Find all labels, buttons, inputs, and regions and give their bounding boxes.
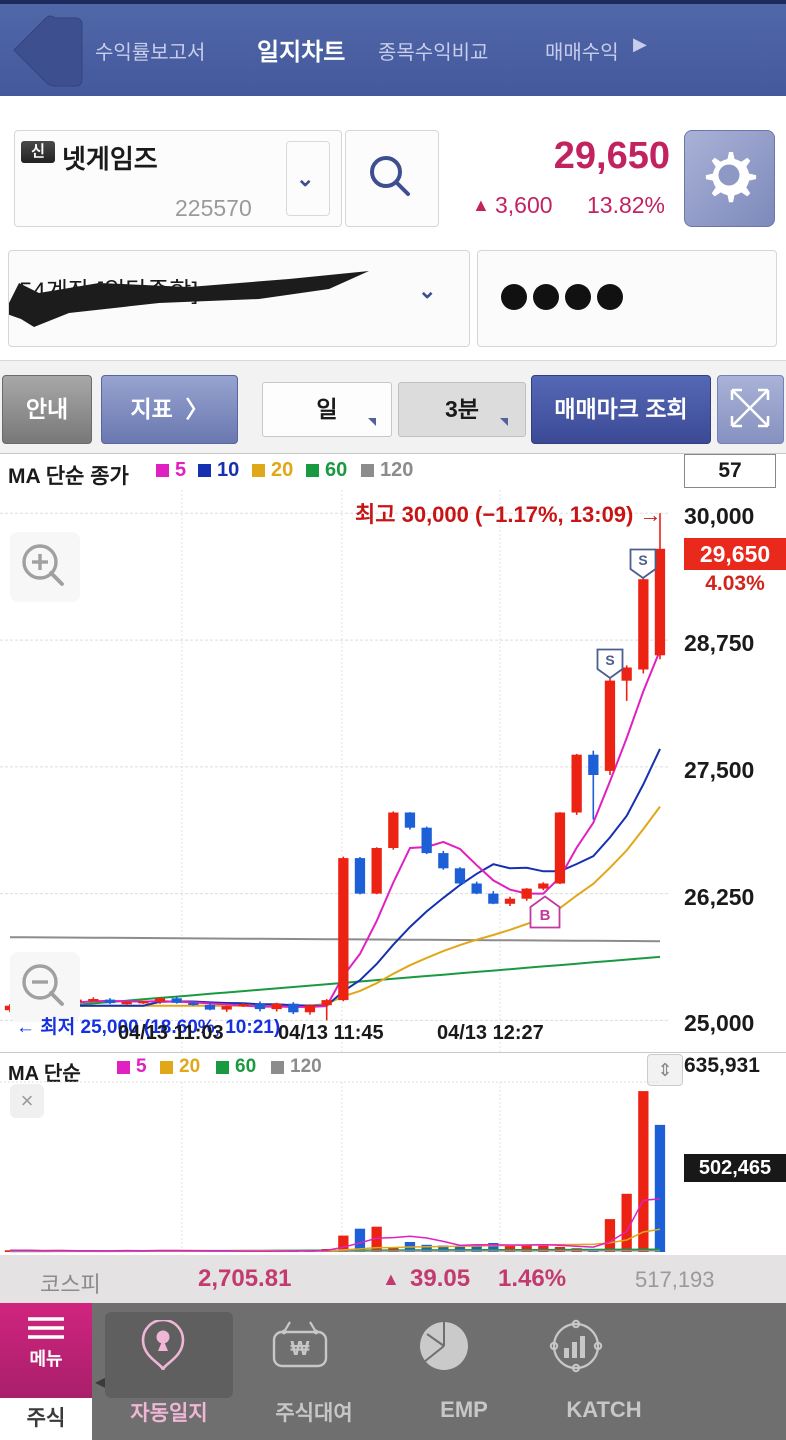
svg-text:₩: ₩ [291,1338,310,1360]
svg-text:S: S [638,552,647,568]
svg-text:S: S [605,652,614,668]
svg-text:B: B [540,907,551,924]
